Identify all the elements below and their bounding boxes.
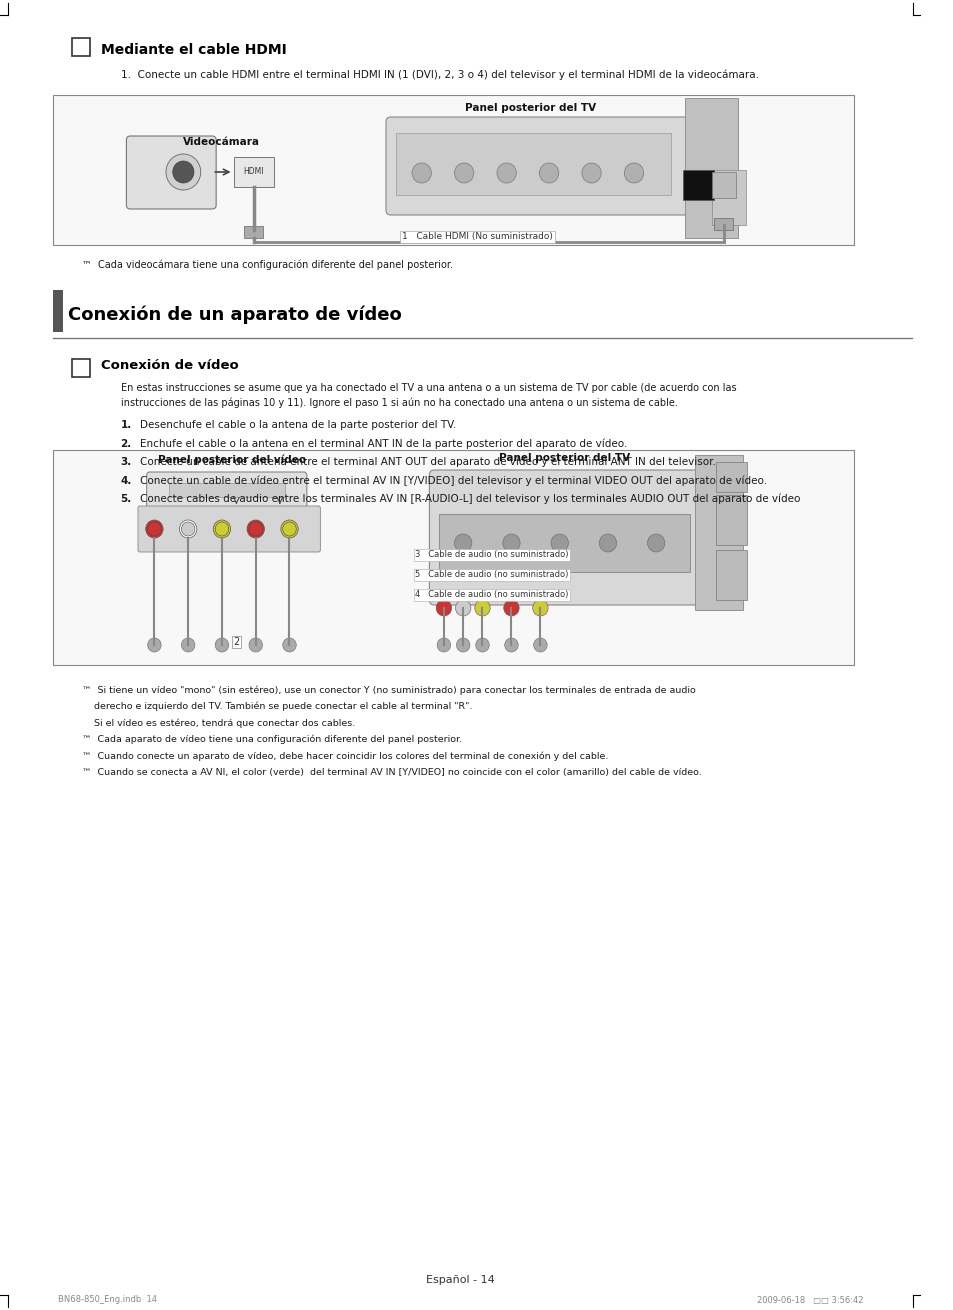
- Circle shape: [504, 638, 517, 652]
- Text: 1.: 1.: [120, 421, 132, 430]
- Text: Conecte un cable de antena entre el terminal ANT OUT del aparato de vídeo y el t: Conecte un cable de antena entre el term…: [140, 457, 715, 468]
- Bar: [395, 134, 670, 195]
- Circle shape: [503, 600, 518, 616]
- Bar: [233, 157, 274, 187]
- Circle shape: [454, 534, 472, 552]
- Circle shape: [412, 162, 431, 183]
- Circle shape: [436, 638, 450, 652]
- Circle shape: [538, 162, 558, 183]
- Circle shape: [282, 638, 296, 652]
- Bar: [682, 170, 714, 200]
- Circle shape: [179, 520, 196, 538]
- Bar: [712, 172, 736, 198]
- Text: 5.: 5.: [120, 494, 132, 504]
- Text: 3.: 3.: [120, 457, 132, 466]
- Text: Panel posterior del TV: Panel posterior del TV: [498, 453, 629, 462]
- Text: 1.  Conecte un cable HDMI entre el terminal HDMI IN (1 (DVI), 2, 3 o 4) del tele: 1. Conecte un cable HDMI entre el termin…: [120, 69, 758, 80]
- Circle shape: [551, 534, 568, 552]
- Text: 2.: 2.: [120, 439, 132, 448]
- Text: Panel posterior del TV: Panel posterior del TV: [465, 103, 596, 113]
- Bar: [716, 462, 746, 493]
- Circle shape: [247, 520, 264, 538]
- Circle shape: [454, 162, 474, 183]
- Bar: [712, 170, 745, 225]
- Circle shape: [249, 638, 262, 652]
- Circle shape: [249, 521, 262, 536]
- Circle shape: [456, 638, 470, 652]
- Text: derecho e izquierdo del TV. También se puede conectar el cable al terminal "R".: derecho e izquierdo del TV. También se p…: [82, 702, 472, 711]
- Circle shape: [598, 534, 616, 552]
- Text: HDMI: HDMI: [243, 168, 264, 177]
- Text: Mediante el cable HDMI: Mediante el cable HDMI: [101, 43, 287, 58]
- Text: 4   Cable de audio (no suministrado): 4 Cable de audio (no suministrado): [415, 591, 568, 600]
- Text: ™  Cuando se conecta a AV NI, el color (verde)  del terminal AV IN [Y/VIDEO] no : ™ Cuando se conecta a AV NI, el color (v…: [82, 768, 701, 777]
- Text: Enchufe el cable o la antena en el terminal ANT IN de la parte posterior del apa: Enchufe el cable o la antena en el termi…: [140, 439, 627, 449]
- Circle shape: [282, 521, 296, 536]
- Circle shape: [146, 520, 163, 538]
- Circle shape: [148, 638, 161, 652]
- Circle shape: [280, 520, 298, 538]
- Text: 5   Cable de audio (no suministrado): 5 Cable de audio (no suministrado): [415, 570, 568, 579]
- Text: ™  Cuando conecte un aparato de vídeo, debe hacer coincidir los colores del term: ™ Cuando conecte un aparato de vídeo, de…: [82, 751, 608, 761]
- Text: Si el vídeo es estéreo, tendrá que conectar dos cables.: Si el vídeo es estéreo, tendrá que conec…: [82, 718, 355, 728]
- Text: BN68-850_Eng.indb  14: BN68-850_Eng.indb 14: [58, 1296, 156, 1305]
- Circle shape: [497, 162, 516, 183]
- Text: instrucciones de las páginas 10 y 11). Ignore el paso 1 si aún no ha conectado u: instrucciones de las páginas 10 y 11). I…: [120, 398, 677, 409]
- Text: 1   Cable HDMI (No suministrado): 1 Cable HDMI (No suministrado): [402, 232, 553, 241]
- Circle shape: [502, 534, 519, 552]
- Bar: [694, 455, 742, 610]
- Text: Español - 14: Español - 14: [425, 1275, 495, 1285]
- Circle shape: [172, 161, 193, 183]
- Circle shape: [166, 155, 200, 190]
- Bar: [53, 96, 853, 245]
- Circle shape: [436, 600, 451, 616]
- Bar: [716, 495, 746, 545]
- Text: Videocámara: Videocámara: [183, 138, 260, 147]
- Circle shape: [181, 521, 194, 536]
- Circle shape: [475, 600, 490, 616]
- Text: 2: 2: [233, 637, 239, 647]
- Bar: [53, 451, 853, 665]
- Bar: [169, 483, 284, 496]
- FancyBboxPatch shape: [127, 136, 216, 210]
- Text: Desenchufe el cable o la antena de la parte posterior del TV.: Desenchufe el cable o la antena de la pa…: [140, 421, 456, 430]
- Circle shape: [532, 600, 548, 616]
- Text: 2009-06-18   □□ 3:56:42: 2009-06-18 □□ 3:56:42: [757, 1296, 862, 1305]
- Circle shape: [215, 638, 229, 652]
- FancyBboxPatch shape: [429, 470, 728, 605]
- Text: 4.: 4.: [120, 476, 132, 486]
- Bar: [244, 227, 263, 238]
- FancyBboxPatch shape: [138, 506, 320, 552]
- Text: Conecte cables de audio entre los terminales AV IN [R-AUDIO-L] del televisor y l: Conecte cables de audio entre los termin…: [140, 494, 800, 504]
- Bar: [438, 514, 689, 572]
- Bar: [716, 550, 746, 600]
- Circle shape: [476, 638, 489, 652]
- Circle shape: [647, 534, 664, 552]
- Circle shape: [623, 162, 643, 183]
- Text: ™  Cada aparato de vídeo tiene una configuración diferente del panel posterior.: ™ Cada aparato de vídeo tiene una config…: [82, 735, 461, 744]
- Circle shape: [148, 521, 161, 536]
- FancyBboxPatch shape: [147, 472, 307, 508]
- Bar: [714, 217, 733, 231]
- Circle shape: [533, 638, 547, 652]
- Text: ™  Cada videocámara tiene una configuración diferente del panel posterior.: ™ Cada videocámara tiene una configuraci…: [82, 259, 453, 270]
- Bar: [53, 290, 63, 331]
- Text: En estas instrucciones se asume que ya ha conectado el TV a una antena o a un si: En estas instrucciones se asume que ya h…: [120, 383, 736, 393]
- Text: 3   Cable de audio (no suministrado): 3 Cable de audio (no suministrado): [415, 550, 568, 559]
- Circle shape: [181, 638, 194, 652]
- Circle shape: [215, 521, 229, 536]
- FancyBboxPatch shape: [386, 117, 719, 215]
- Text: ™  Si tiene un vídeo "mono" (sin estéreo), use un conector Y (no suministrado) p: ™ Si tiene un vídeo "mono" (sin estéreo)…: [82, 685, 695, 694]
- Bar: [72, 359, 90, 377]
- Circle shape: [581, 162, 600, 183]
- Text: Conecte un cable de vídeo entre el terminal AV IN [Y/VIDEO] del televisor y el t: Conecte un cable de vídeo entre el termi…: [140, 476, 766, 486]
- Text: Conexión de vídeo: Conexión de vídeo: [101, 359, 239, 372]
- Bar: [684, 98, 738, 238]
- Circle shape: [213, 520, 231, 538]
- Text: Panel posterior del vídeo: Panel posterior del vídeo: [157, 455, 305, 465]
- Text: Conexión de un aparato de vídeo: Conexión de un aparato de vídeo: [68, 305, 401, 325]
- Bar: [72, 38, 90, 56]
- Circle shape: [455, 600, 471, 616]
